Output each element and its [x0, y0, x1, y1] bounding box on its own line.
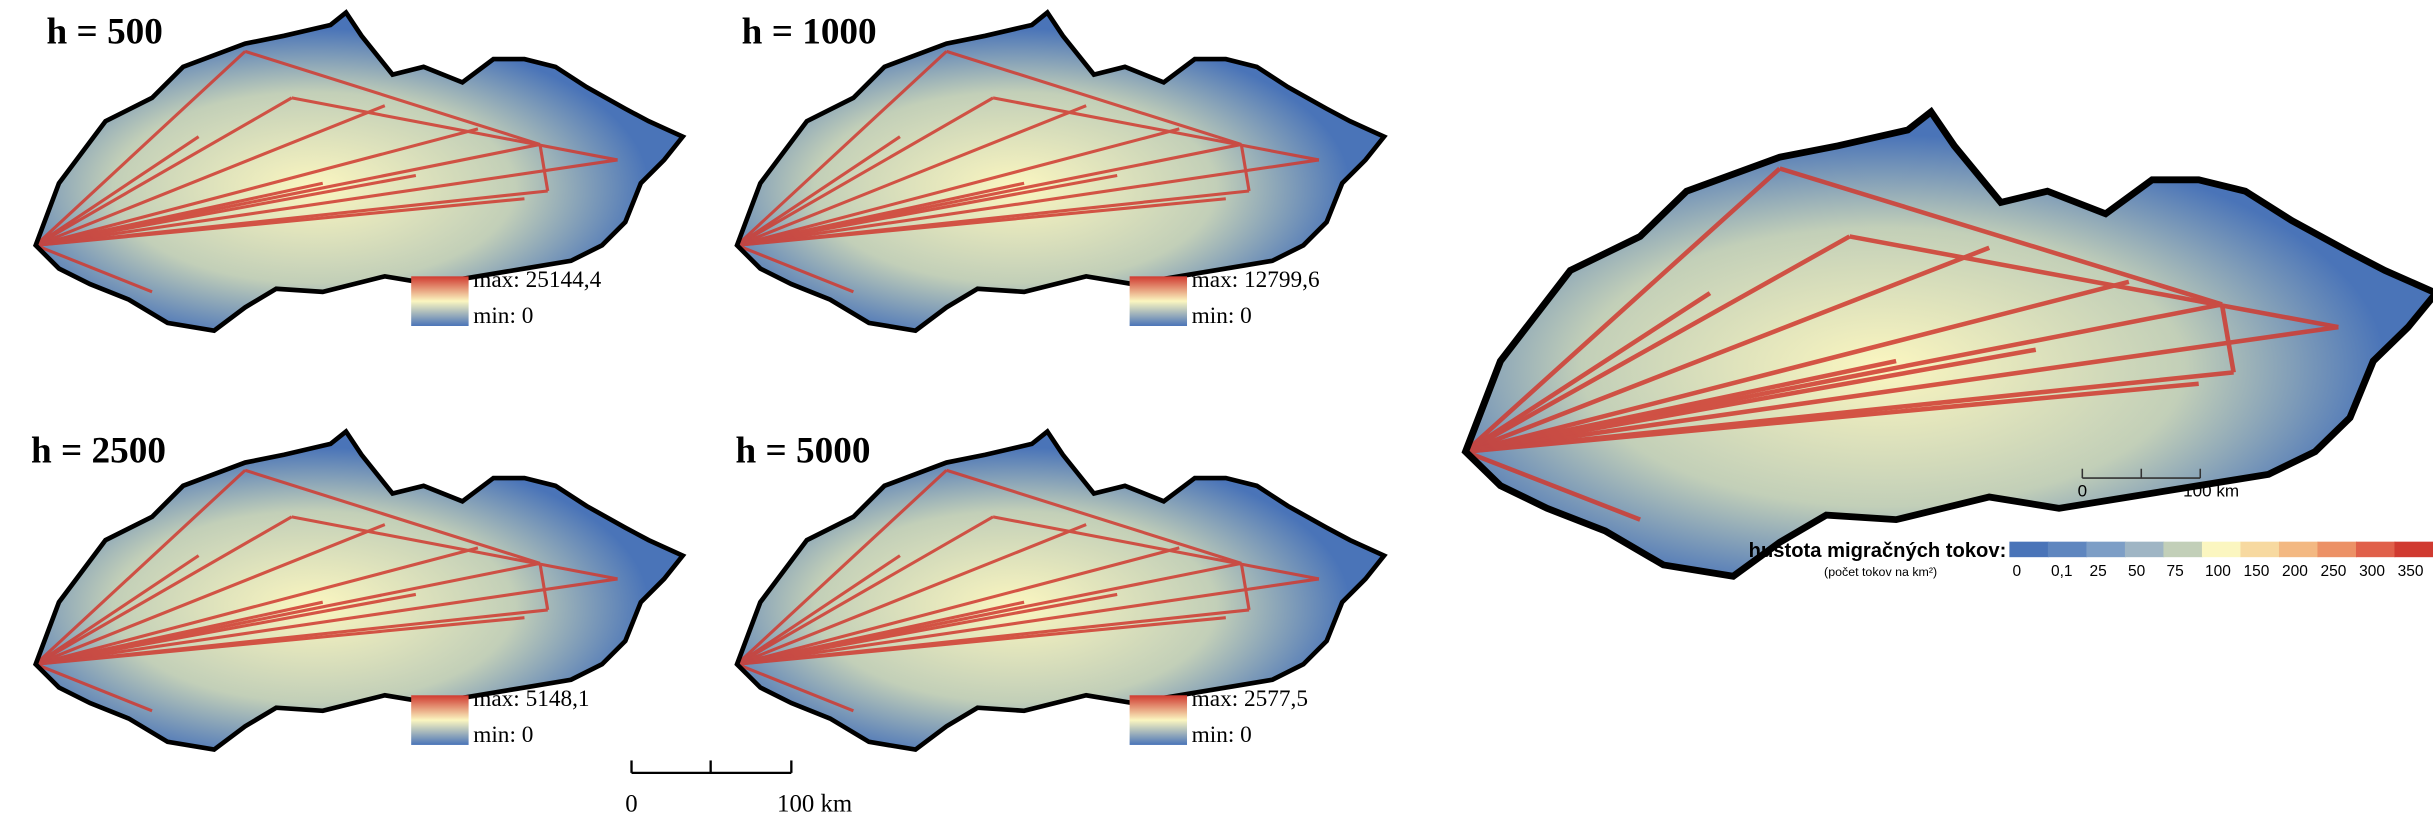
- figure: 0 100 km 0 100 km hustota migračných tok…: [0, 0, 2433, 818]
- legend-gradient: [411, 276, 468, 326]
- main-map: [1431, 112, 2433, 576]
- page: 0 100 km 0 100 km hustota migračných tok…: [0, 0, 2433, 818]
- legend-swatch: [2279, 542, 2318, 558]
- legend-swatch: [2048, 542, 2087, 558]
- legend-swatch: [2240, 542, 2279, 558]
- legend-label: 200: [2282, 563, 2308, 580]
- legend-label: 300: [2359, 563, 2385, 580]
- legend-swatch: [2163, 542, 2202, 558]
- legend-min: min: 0: [473, 303, 533, 329]
- legend-label: 250: [2321, 563, 2347, 580]
- legend-swatch: [2009, 542, 2048, 558]
- panel-title: h = 2500: [31, 431, 166, 472]
- legend-min: min: 0: [1192, 303, 1252, 329]
- scale-end: 100 km: [2183, 482, 2239, 501]
- legend-label: 75: [2167, 563, 2184, 580]
- legend-max: max: 25144,4: [473, 267, 601, 293]
- legend-gradient: [1130, 695, 1187, 745]
- legend-swatch: [2317, 542, 2356, 558]
- scale-end: 100 km: [777, 791, 852, 818]
- legend-label: 0: [2013, 563, 2022, 580]
- legend-swatch: [2356, 542, 2395, 558]
- legend-label: 350: [2398, 563, 2424, 580]
- legend-gradient: [1130, 276, 1187, 326]
- panel-title: h = 1000: [742, 12, 877, 53]
- legend-subtitle: (počet tokov na km²): [1824, 565, 1937, 579]
- panel-title: h = 5000: [735, 431, 870, 472]
- legend-label: 100: [2205, 563, 2231, 580]
- legend-min: min: 0: [473, 722, 533, 748]
- legend-swatch: [2202, 542, 2241, 558]
- legend-max: max: 2577,5: [1192, 686, 1308, 712]
- legend-swatch: [2086, 542, 2125, 558]
- scale-start: 0: [2078, 482, 2087, 501]
- scale-start: 0: [625, 791, 637, 818]
- legend-max: max: 5148,1: [473, 686, 589, 712]
- legend-title: hustota migračných tokov:: [1749, 540, 2007, 562]
- panel-title: h = 500: [47, 12, 163, 53]
- legend-swatch: [2125, 542, 2164, 558]
- legend-label: 50: [2128, 563, 2146, 580]
- legend-gradient: [411, 695, 468, 745]
- legend-swatch: [2394, 542, 2433, 558]
- legend-label: 0,1: [2051, 563, 2073, 580]
- legend-min: min: 0: [1192, 722, 1252, 748]
- legend-max: max: 12799,6: [1192, 267, 1320, 293]
- legend-label: 150: [2244, 563, 2270, 580]
- legend-label: 25: [2090, 563, 2107, 580]
- scale-bar-left: [632, 760, 792, 772]
